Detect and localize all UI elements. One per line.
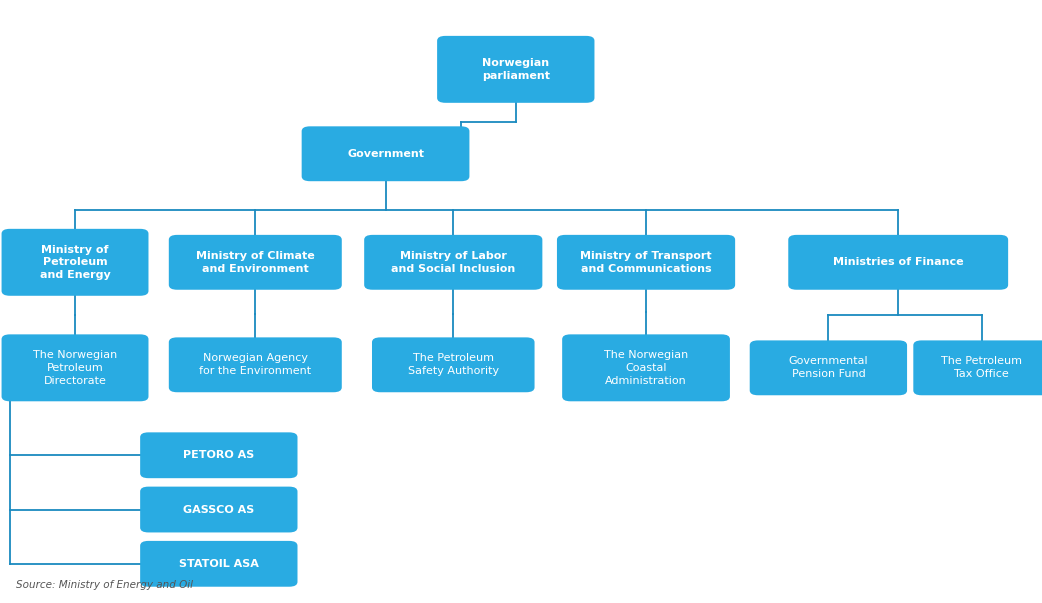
FancyBboxPatch shape — [372, 337, 535, 392]
FancyBboxPatch shape — [140, 487, 298, 532]
FancyBboxPatch shape — [302, 127, 469, 181]
Text: Source: Ministry of Energy and Oil: Source: Ministry of Energy and Oil — [16, 579, 193, 590]
FancyBboxPatch shape — [169, 235, 342, 290]
Text: Norwegian Agency
for the Environment: Norwegian Agency for the Environment — [199, 353, 312, 376]
Text: Ministry of Labor
and Social Inclusion: Ministry of Labor and Social Inclusion — [391, 251, 516, 274]
Text: Government: Government — [347, 149, 424, 159]
FancyBboxPatch shape — [750, 340, 907, 396]
Text: PETORO AS: PETORO AS — [183, 450, 254, 460]
FancyBboxPatch shape — [1, 334, 149, 402]
FancyBboxPatch shape — [556, 235, 735, 290]
Text: Ministry of Transport
and Communications: Ministry of Transport and Communications — [580, 251, 712, 274]
FancyBboxPatch shape — [788, 235, 1008, 290]
FancyBboxPatch shape — [438, 36, 594, 103]
Text: The Norwegian
Petroleum
Directorate: The Norwegian Petroleum Directorate — [33, 350, 117, 386]
FancyBboxPatch shape — [140, 432, 298, 478]
Text: Norwegian
parliament: Norwegian parliament — [481, 58, 550, 81]
Text: GASSCO AS: GASSCO AS — [183, 505, 254, 514]
Text: Ministry of
Petroleum
and Energy: Ministry of Petroleum and Energy — [40, 244, 110, 280]
FancyBboxPatch shape — [1, 229, 149, 296]
FancyBboxPatch shape — [913, 340, 1042, 396]
Text: The Petroleum
Tax Office: The Petroleum Tax Office — [941, 356, 1022, 379]
FancyBboxPatch shape — [169, 337, 342, 392]
Text: Ministries of Finance: Ministries of Finance — [833, 257, 964, 267]
Text: Governmental
Pension Fund: Governmental Pension Fund — [789, 356, 868, 379]
Text: Ministry of Climate
and Environment: Ministry of Climate and Environment — [196, 251, 315, 274]
Text: The Norwegian
Coastal
Administration: The Norwegian Coastal Administration — [604, 350, 688, 386]
Text: STATOIL ASA: STATOIL ASA — [179, 559, 258, 569]
Text: The Petroleum
Safety Authority: The Petroleum Safety Authority — [407, 353, 499, 376]
FancyBboxPatch shape — [140, 541, 298, 587]
FancyBboxPatch shape — [563, 334, 729, 402]
FancyBboxPatch shape — [365, 235, 542, 290]
